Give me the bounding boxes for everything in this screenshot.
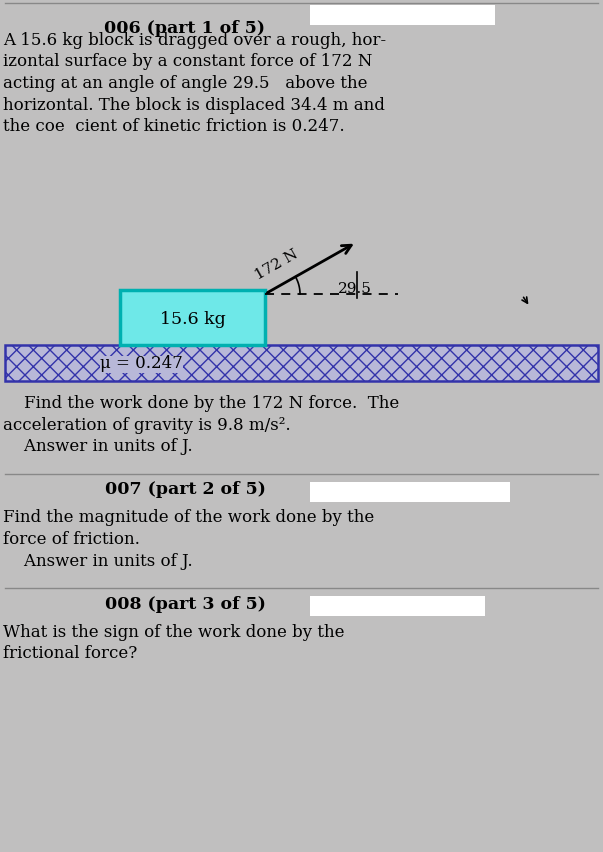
Text: μ = 0.247: μ = 0.247	[100, 355, 183, 372]
Text: A 15.6 kg block is dragged over a rough, hor-: A 15.6 kg block is dragged over a rough,…	[3, 32, 386, 49]
Text: 007 (part 2 of 5): 007 (part 2 of 5)	[104, 481, 265, 498]
Text: Answer in units of J.: Answer in units of J.	[3, 552, 192, 569]
Text: 15.6 kg: 15.6 kg	[160, 311, 226, 328]
Text: What is the sign of the work done by the: What is the sign of the work done by the	[3, 624, 344, 641]
Text: 006 (part 1 of 5): 006 (part 1 of 5)	[104, 20, 265, 37]
Text: Find the magnitude of the work done by the: Find the magnitude of the work done by t…	[3, 509, 374, 527]
Bar	[310, 596, 485, 616]
Text: acting at an angle of angle 29.5   above the: acting at an angle of angle 29.5 above t…	[3, 75, 367, 92]
Text: Find the work done by the 172 N force.  The: Find the work done by the 172 N force. T…	[3, 395, 399, 412]
Bar	[310, 5, 495, 25]
Bar	[310, 481, 510, 502]
Text: the coe  cient of kinetic friction is 0.247.: the coe cient of kinetic friction is 0.2…	[3, 118, 345, 135]
Text: force of friction.: force of friction.	[3, 531, 140, 548]
Bar	[120, 290, 265, 345]
Bar	[5, 345, 598, 381]
Text: 29.5: 29.5	[338, 282, 371, 296]
Text: 172 N: 172 N	[253, 247, 300, 283]
Text: 008 (part 3 of 5): 008 (part 3 of 5)	[104, 596, 265, 613]
Text: frictional force?: frictional force?	[3, 646, 137, 663]
Text: Answer in units of J.: Answer in units of J.	[3, 438, 192, 455]
Text: acceleration of gravity is 9.8 m/s².: acceleration of gravity is 9.8 m/s².	[3, 417, 291, 434]
Text: izontal surface by a constant force of 172 N: izontal surface by a constant force of 1…	[3, 54, 373, 71]
Text: horizontal. The block is displaced 34.4 m and: horizontal. The block is displaced 34.4 …	[3, 96, 385, 113]
